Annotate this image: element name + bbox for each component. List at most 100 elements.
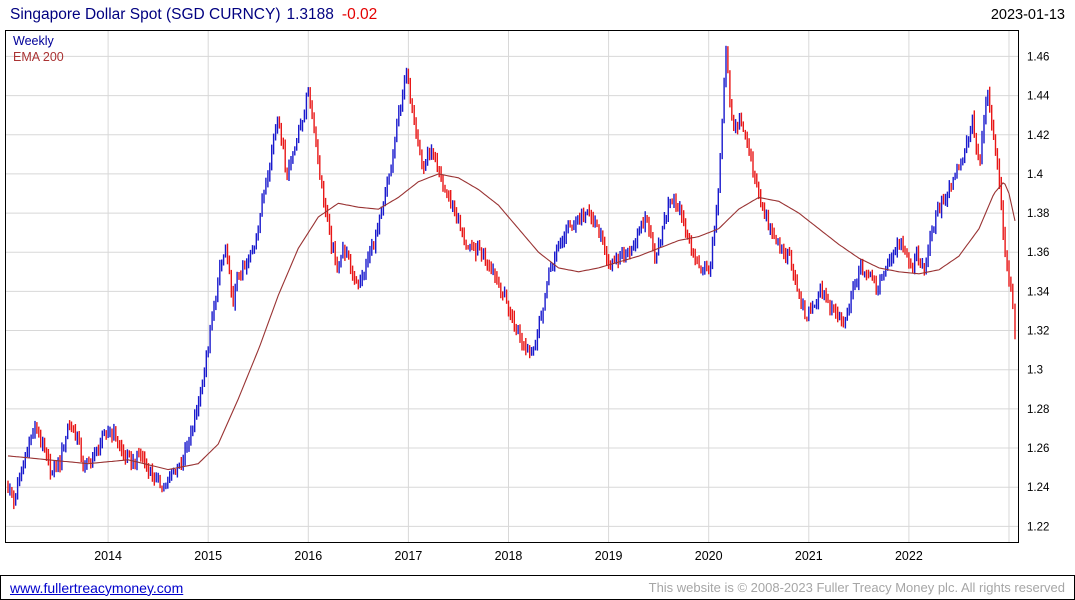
- ohlc-bar: [840, 312, 843, 327]
- ohlc-bar: [557, 240, 560, 252]
- ohlc-bar: [752, 151, 754, 178]
- ohlc-bar: [604, 236, 606, 255]
- ohlc-bar: [550, 262, 552, 272]
- ohlc-bar: [540, 310, 542, 321]
- x-axis-tick-label: 2015: [194, 549, 222, 563]
- ohlc-bar: [640, 220, 642, 234]
- footer-link[interactable]: www.fullertreacymoney.com: [10, 579, 184, 596]
- chart-title-group: Singapore Dollar Spot (SGD CURNCY) 1.3188…: [10, 6, 377, 24]
- ohlc-bar: [180, 457, 182, 470]
- ohlc-bar: [478, 240, 481, 251]
- ohlc-bar: [361, 269, 363, 287]
- ohlc-bar: [831, 300, 833, 316]
- ohlc-bar: [554, 251, 556, 272]
- ohlc-bar: [534, 339, 537, 351]
- ohlc-bar: [582, 207, 585, 223]
- ohlc-bar: [661, 225, 664, 246]
- ohlc-bar: [84, 460, 86, 473]
- ohlc-bar: [837, 306, 839, 323]
- ohlc-bar: [378, 214, 381, 235]
- y-axis-tick-label: 1.22: [1027, 521, 1049, 533]
- ohlc-bar: [663, 212, 666, 230]
- ohlc-bar: [473, 241, 475, 251]
- ohlc-bar: [767, 209, 770, 231]
- ohlc-bar: [517, 325, 519, 335]
- ohlc-bar: [783, 243, 785, 260]
- y-axis-tick-label: 1.38: [1027, 208, 1049, 220]
- ohlc-bar: [407, 68, 410, 85]
- y-axis-tick-label: 1.26: [1027, 443, 1049, 455]
- ohlc-bar: [775, 234, 777, 245]
- ohlc-bar: [20, 466, 23, 482]
- ohlc-bar: [411, 98, 413, 114]
- ohlc-bar: [32, 428, 34, 439]
- ohlc-bar: [538, 315, 540, 339]
- ohlc-bar: [721, 118, 723, 160]
- ohlc-bar: [683, 210, 685, 227]
- ohlc-bar: [249, 249, 252, 263]
- ohlc-bar: [328, 213, 331, 235]
- ohlc-bar: [521, 332, 523, 351]
- ohlc-bar: [750, 148, 752, 162]
- ohlc-bar: [929, 230, 931, 256]
- ohlc-bar: [592, 211, 594, 228]
- page-footer: www.fullertreacymoney.com This website i…: [0, 575, 1075, 600]
- ohlc-bar: [430, 144, 433, 160]
- ohlc-bar: [700, 265, 702, 274]
- ohlc-bar: [621, 247, 623, 260]
- ohlc-bar: [1010, 276, 1012, 292]
- ohlc-bar: [40, 429, 42, 448]
- ohlc-bar: [477, 240, 479, 256]
- legend-weekly: Weekly: [13, 34, 54, 48]
- ohlc-bar: [740, 112, 743, 127]
- ohlc-bar: [317, 139, 319, 165]
- ohlc-bar: [648, 216, 650, 237]
- ohlc-bar: [860, 258, 862, 275]
- ohlc-bar: [719, 153, 721, 193]
- chart-area[interactable]: 1.22 1.24 1.26 1.28 1.3 1.32 1.34 1.36 1.38 1.4 1.…: [5, 30, 1069, 570]
- footer-copyright: This website is © 2008-2023 Fuller Treac…: [648, 580, 1065, 595]
- x-axis-tick-label: 2018: [495, 549, 523, 563]
- ohlc-bar: [453, 200, 456, 217]
- ohlc-bar: [865, 269, 868, 281]
- ohlc-bar: [979, 154, 981, 166]
- ohlc-bar: [425, 159, 427, 171]
- ohlc-bar: [650, 225, 652, 239]
- ohlc-bar: [573, 220, 575, 231]
- ohlc-bar: [224, 244, 227, 258]
- ohlc-bar: [209, 324, 211, 354]
- ohlc-bar: [63, 444, 65, 452]
- ohlc-bar: [509, 306, 512, 321]
- ohlc-bar: [57, 457, 59, 473]
- ohlc-bar: [579, 212, 581, 225]
- ohlc-bar: [467, 245, 469, 250]
- chart-date: 2023-01-13: [990, 7, 1065, 23]
- ohlc-bar: [11, 487, 13, 498]
- ohlc-bar: [715, 204, 718, 233]
- ohlc-bar: [230, 269, 232, 298]
- ohlc-bar: [786, 248, 789, 265]
- ohlc-bar: [996, 148, 999, 170]
- ohlc-bar: [736, 121, 739, 135]
- ohlc-bar: [290, 156, 292, 171]
- ohlc-bar: [802, 298, 804, 311]
- ohlc-bar: [811, 300, 814, 314]
- ohlc-bar: [228, 255, 231, 275]
- price-chart-svg[interactable]: 1.22 1.24 1.26 1.28 1.3 1.32 1.34 1.36 1.38 1.4 1.…: [5, 30, 1069, 570]
- ohlc-bar: [450, 190, 452, 209]
- ohlc-bar: [469, 243, 471, 252]
- ohlc-bar: [994, 134, 997, 156]
- ohlc-bar: [51, 470, 53, 476]
- ohlc-bar: [954, 172, 956, 181]
- ohlc-bar: [681, 204, 683, 223]
- ohlc-bar: [987, 89, 989, 106]
- ohlc-bar: [144, 451, 146, 469]
- ohlc-bar: [848, 303, 850, 316]
- ohlc-bar: [833, 304, 835, 313]
- last-price: 1.3188: [286, 6, 334, 23]
- ohlc-bar: [877, 285, 879, 296]
- ohlc-bar: [638, 226, 641, 236]
- ohlc-bar: [336, 256, 338, 273]
- ohlc-bar: [617, 253, 619, 269]
- ohlc-bar: [101, 430, 103, 449]
